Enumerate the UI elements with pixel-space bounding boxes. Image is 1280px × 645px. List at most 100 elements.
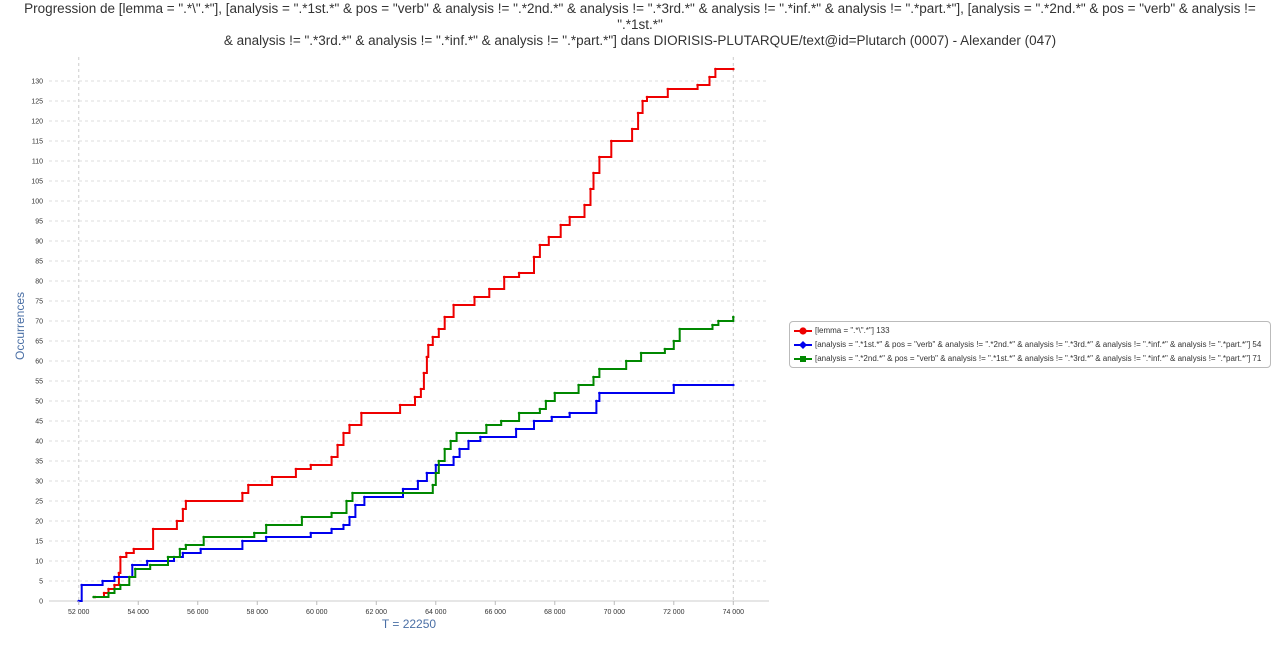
series-2-point-19	[437, 459, 441, 463]
series-0-point-48	[641, 99, 644, 103]
series-1-point-16	[363, 495, 366, 499]
series-1-point-21	[452, 455, 455, 459]
series-0-point-43	[592, 171, 595, 175]
series-group	[77, 67, 735, 603]
series-2-point-21	[449, 439, 452, 443]
series-2-point-12	[264, 523, 268, 527]
series-line-0	[95, 68, 734, 598]
series-2-point-0	[92, 595, 95, 599]
series-0-point-22	[398, 403, 402, 407]
series-0-point-46	[630, 127, 634, 131]
series-0-point-2	[107, 587, 110, 591]
y-tick-label-20: 100	[31, 199, 43, 206]
x-tick-label-5: 62 000	[366, 609, 388, 616]
series-1-point-28	[568, 411, 571, 415]
x-tick-label-6: 64 000	[425, 609, 447, 616]
series-0-point-21	[360, 411, 363, 415]
y-tick-label-6: 30	[35, 479, 43, 486]
y-tick-label-15: 75	[35, 299, 43, 306]
series-2-point-24	[499, 419, 503, 423]
series-0-point-54	[731, 67, 735, 71]
x-tick-label-7: 66 000	[485, 609, 507, 616]
series-0-point-18	[336, 443, 339, 447]
series-0-point-24	[419, 387, 423, 391]
y-tick-label-17: 85	[35, 259, 43, 266]
x-tick-label-0: 52 000	[68, 609, 90, 616]
series-1-point-9	[241, 539, 244, 543]
series-0-point-44	[598, 155, 601, 159]
legend-marker-0	[794, 327, 812, 335]
series-0-point-52	[708, 75, 711, 79]
legend-item-1[interactable]: [analysis = ".*1st.*" & pos = "verb" & a…	[794, 339, 1261, 351]
y-tick-label-13: 65	[35, 339, 43, 346]
series-1-point-7	[181, 551, 185, 555]
series-0-point-7	[132, 547, 136, 551]
series-2-point-31	[598, 367, 601, 371]
y-tick-label-5: 25	[35, 499, 43, 506]
series-0-point-36	[532, 255, 536, 259]
series-0-point-11	[184, 499, 188, 503]
y-tick-label-24: 120	[31, 119, 43, 126]
y-tick-label-25: 125	[31, 99, 43, 106]
series-0-point-38	[547, 235, 551, 239]
x-tick-label-2: 56 000	[187, 609, 209, 616]
series-2-point-37	[711, 323, 714, 327]
y-tick-label-11: 55	[35, 379, 43, 386]
series-2-point-10	[202, 535, 206, 539]
x-tick-label-3: 58 000	[247, 609, 269, 616]
legend-symbol-2	[800, 356, 806, 362]
series-1-point-24	[479, 435, 482, 439]
series-2-point-16	[351, 491, 354, 495]
series-1-point-27	[550, 415, 554, 419]
x-axis-label: T = 22250	[382, 617, 436, 631]
series-0-point-13	[247, 483, 250, 487]
series-0-point-10	[181, 507, 185, 511]
series-1-point-22	[458, 447, 461, 451]
series-line-2	[93, 317, 735, 598]
series-0-point-17	[330, 455, 333, 459]
x-tick-label-4: 60 000	[306, 609, 328, 616]
series-line-1	[78, 384, 734, 602]
y-tick-label-16: 80	[35, 279, 43, 286]
y-tick-label-22: 110	[32, 159, 43, 166]
y-tick-label-8: 40	[35, 439, 43, 446]
y-tick-label-7: 35	[35, 459, 43, 466]
series-2-point-2	[113, 587, 116, 591]
series-0-point-37	[538, 243, 542, 247]
series-1-point-8	[199, 547, 203, 551]
series-2-point-27	[544, 399, 548, 403]
legend-item-0[interactable]: [lemma = ".*\".*"] 133	[794, 325, 890, 337]
series-2-point-32	[624, 359, 628, 363]
series-2-point-7	[166, 555, 170, 559]
series-0-point-28	[431, 335, 435, 339]
series-0-point-33	[488, 287, 491, 291]
legend-symbol-0	[799, 327, 807, 335]
series-1-point-25	[514, 427, 518, 431]
series-0-point-20	[348, 423, 351, 427]
series-2-point-9	[184, 543, 188, 547]
series-1-point-32	[731, 383, 735, 387]
series-0-point-27	[427, 343, 430, 347]
y-tick-label-1: 5	[39, 579, 43, 586]
y-tick-label-19: 95	[35, 219, 43, 226]
series-0-point-32	[473, 295, 476, 299]
x-tick-label-8: 68 000	[544, 609, 566, 616]
series-2-point-29	[577, 383, 580, 387]
series-2-point-39	[731, 315, 735, 319]
series-2-point-14	[330, 511, 333, 515]
series-2-point-11	[252, 531, 256, 535]
y-tick-label-3: 15	[35, 539, 43, 546]
legend-item-2[interactable]: [analysis = ".*2nd.*" & pos = "verb" & a…	[794, 353, 1261, 365]
series-1-point-2	[101, 579, 104, 583]
series-2-point-22	[455, 431, 458, 435]
series-0-point-53	[714, 67, 717, 71]
series-0-point-45	[610, 139, 613, 143]
series-0-point-42	[589, 187, 592, 191]
series-2-point-17	[431, 483, 435, 487]
y-tick-label-12: 60	[35, 359, 43, 366]
series-1-point-26	[532, 419, 536, 423]
series-2-point-34	[663, 347, 667, 351]
series-0-point-16	[309, 463, 313, 467]
series-0-point-4	[117, 571, 121, 575]
